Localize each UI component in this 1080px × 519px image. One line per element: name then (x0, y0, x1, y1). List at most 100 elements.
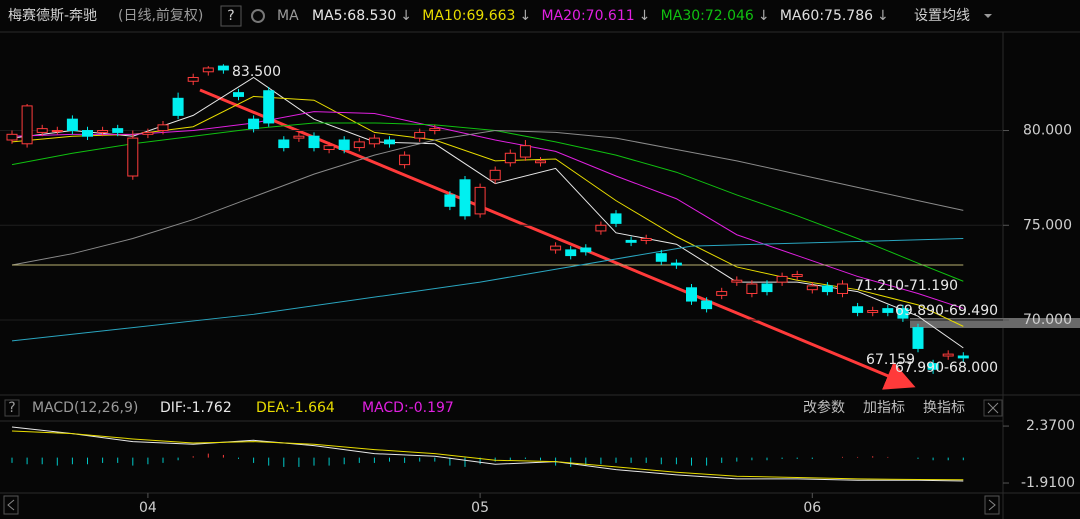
candle-body (127, 137, 139, 177)
candle-body (444, 194, 456, 207)
candle-body (459, 179, 471, 217)
candle-body (776, 275, 788, 283)
dropdown[interactable] (984, 14, 992, 18)
ma-settings[interactable]: 设置均线 (914, 8, 970, 24)
candle-body (414, 131, 426, 139)
candle-body (716, 291, 728, 296)
price-marker (910, 318, 1080, 328)
legend-entry: MA60:75.786 (780, 8, 873, 24)
candle-body (474, 186, 486, 215)
scroll-left-icon[interactable] (7, 499, 15, 511)
y-tick-label: 80.000 (1023, 123, 1072, 139)
candle-body (172, 97, 184, 116)
candle-body (308, 135, 320, 149)
y-tick-label: 2.3700 (1026, 418, 1075, 434)
x-tick-label: 04 (139, 500, 157, 516)
candle-body (640, 238, 652, 241)
candle-body (625, 239, 637, 243)
macd-line (11, 426, 964, 482)
candle-body (293, 135, 305, 139)
candle-body (157, 124, 169, 132)
candle-body (927, 363, 939, 370)
y-tick-label: 70.000 (1023, 312, 1072, 328)
candle-body (882, 308, 894, 313)
legend-entry: MA5:68.530 (312, 8, 396, 24)
help[interactable]: ? (8, 400, 15, 416)
candle-body (519, 145, 531, 158)
panel-button[interactable]: 换指标 (923, 399, 965, 416)
candle-body (429, 128, 441, 132)
help-box[interactable] (220, 5, 242, 27)
candle-body (701, 300, 713, 310)
candle-body (535, 160, 546, 164)
price-annotation: 69.890-69.490 (895, 303, 998, 319)
candle-body (670, 262, 682, 266)
candle-body (897, 308, 909, 319)
legend-trend: ↓ (877, 8, 889, 24)
price-annotation: 71.210-71.190 (855, 278, 958, 294)
macd-line (11, 430, 964, 481)
candle-body (82, 130, 93, 137)
legend-entry: DEA:-1.664 (256, 400, 335, 416)
candle-body (731, 279, 743, 283)
legend-trend: ↓ (519, 8, 531, 24)
x-tick-label: 06 (803, 500, 821, 516)
help[interactable]: ? (227, 8, 234, 24)
panel-button[interactable]: 改参数 (803, 399, 845, 416)
scroll-right[interactable] (984, 495, 1000, 515)
panel-button[interactable]: 加指标 (863, 400, 905, 416)
candle-body (217, 65, 229, 71)
y-tick-label: -1.9100 (1021, 475, 1075, 491)
candle-body (655, 253, 667, 262)
ma-line (11, 76, 964, 349)
stock-name: 梅赛德斯-奔驰 (8, 8, 97, 24)
legend-entry: DIF:-1.762 (160, 400, 232, 416)
candle-body (821, 285, 833, 293)
candle-body (278, 139, 290, 149)
ma-label: MA (277, 8, 299, 24)
legend-entry: MA20:70.611 (541, 8, 634, 24)
candle-body (504, 152, 516, 164)
candle-body (263, 90, 275, 124)
legend-entry: MACD:-0.197 (362, 400, 454, 416)
ma-line (11, 111, 964, 309)
candle-body (112, 128, 124, 133)
candle-body (233, 92, 244, 97)
candle-body (565, 249, 577, 257)
candle-body (187, 76, 199, 82)
candle-body (6, 133, 18, 141)
candle-body (610, 213, 622, 224)
candle-body (806, 285, 818, 291)
candle-body (51, 130, 63, 133)
settings-icon[interactable] (251, 9, 265, 23)
close-icon[interactable] (987, 402, 999, 414)
candle-body (550, 245, 562, 251)
ma-line (11, 130, 964, 266)
candle-body (142, 131, 154, 135)
candle-body (957, 355, 969, 359)
legend-trend: ↓ (758, 8, 770, 24)
candle-body (791, 274, 803, 277)
candle-body (942, 353, 954, 357)
candle-body (761, 283, 773, 293)
candle-body (66, 118, 78, 132)
scroll-left[interactable] (3, 495, 19, 515)
price-annotation: 67.159 (866, 352, 915, 368)
candle-body (852, 306, 864, 313)
help-box[interactable] (4, 399, 20, 417)
candle-body (353, 141, 365, 149)
candle-body (399, 154, 411, 166)
candle-body (323, 145, 335, 150)
candle-body (912, 327, 924, 349)
close-box[interactable] (983, 399, 1003, 417)
candle-body (21, 105, 33, 145)
candle-body (202, 67, 214, 73)
legend-trend: ↓ (639, 8, 651, 24)
candle-body (580, 247, 592, 253)
legend-trend: ↓ (400, 8, 412, 24)
scroll-right-icon[interactable] (988, 499, 996, 511)
candle-body (248, 118, 260, 130)
price-annotation: 67.990-68.000 (895, 360, 998, 376)
